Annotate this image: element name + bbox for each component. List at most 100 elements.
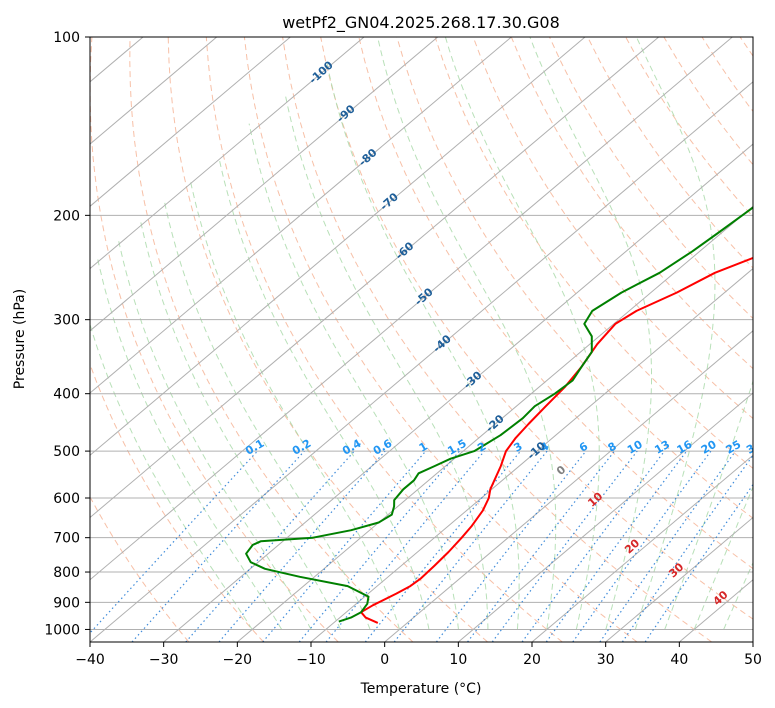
isotherm-label: -100 <box>307 58 336 86</box>
mixing-ratio-line <box>90 450 258 634</box>
mixing-ratio-label: 1 <box>417 440 430 455</box>
dewpoint-line <box>245 206 753 623</box>
isotherm-line <box>752 641 753 642</box>
moist-adiabat <box>377 37 557 630</box>
moist-adiabat <box>664 379 753 630</box>
mixing-ratio-line <box>545 450 688 642</box>
mixing-ratio-label: 3 <box>512 440 525 455</box>
moist-adiabat <box>248 123 459 630</box>
moist-adiabat <box>326 61 520 630</box>
mixing-ratio-line <box>644 483 753 642</box>
isotherm-line <box>458 392 753 642</box>
x-tick-label: 0 <box>380 652 389 668</box>
isotherm-line <box>90 37 660 519</box>
dry-adiabat <box>739 37 753 57</box>
dry-adiabat <box>434 37 753 469</box>
moist-adiabat <box>284 94 489 630</box>
y-tick-label: 800 <box>53 565 80 581</box>
mixing-ratio-label: 36 <box>765 438 775 457</box>
isotherm-line <box>90 37 586 456</box>
isotherm-line <box>237 205 753 642</box>
dry-adiabat <box>549 37 753 320</box>
y-tick-label: 300 <box>53 313 80 329</box>
mixing-ratio-label: 25 <box>724 438 744 457</box>
mixing-ratio-label: 0.1 <box>243 437 266 458</box>
mixing-ratio-label: 20 <box>699 438 719 457</box>
mixing-ratio-line <box>298 450 460 642</box>
mixing-ratio-line <box>262 450 427 642</box>
isotherm-line <box>90 37 439 332</box>
dry-adiabat <box>510 37 753 370</box>
y-axis-label: Pressure (hPa) <box>12 289 28 389</box>
dry-adiabat <box>320 37 753 620</box>
mixing-ratio-line <box>599 450 737 642</box>
y-tick-label: 200 <box>53 208 80 224</box>
isotherm-line <box>163 143 753 642</box>
isotherm-line <box>90 37 733 581</box>
isotherm-line <box>605 516 753 642</box>
moist-adiabat <box>96 256 283 630</box>
contour-labels: 0.1 0.2 0.4 0.6 1 1.5 2 3 4 6 8 10 13 16 20 25 30 36-100-… <box>243 58 775 608</box>
zero-isotherm-label: 0 <box>554 463 568 478</box>
moist-adiabat <box>189 180 400 630</box>
moist-adiabat <box>723 561 753 630</box>
isotherm-line <box>90 37 512 394</box>
dry-adiabat <box>358 37 753 570</box>
dry-adiabat-label: 40 <box>711 588 731 608</box>
isotherm-line <box>90 81 753 642</box>
y-tick-label: 1000 <box>44 622 80 638</box>
isotherm-line <box>384 330 753 642</box>
mixing-ratio-label: 16 <box>675 438 695 457</box>
isotherm-line <box>310 267 753 642</box>
chart-title: wetPf2_GN04.2025.268.17.30.G08 <box>282 13 560 33</box>
dry-adiabat <box>205 37 563 642</box>
mixing-ratio-label: 0.4 <box>340 437 364 458</box>
mixing-ratio-line <box>131 450 305 642</box>
moist-adiabat <box>140 221 342 630</box>
mixing-ratio-line <box>621 454 753 642</box>
isotherm-line <box>0 37 69 642</box>
x-axis: −40 −30 −20 −10 0 10 20 30 40 50 <box>75 642 762 668</box>
y-tick-label: 700 <box>53 531 80 547</box>
dry-adiabat <box>90 37 339 642</box>
mixing-ratio-label: 6 <box>577 440 590 455</box>
x-tick-label: 20 <box>523 652 541 668</box>
dry-adiabat <box>167 37 488 642</box>
dry-adiabat <box>472 37 753 420</box>
dry-adiabat-label: 20 <box>622 536 642 556</box>
mixing-ratio-line <box>491 450 638 642</box>
moist-adiabat-lines <box>90 37 753 630</box>
x-tick-label: −30 <box>149 652 179 668</box>
mixing-ratio-label: 13 <box>652 438 672 457</box>
series-lines <box>245 206 753 624</box>
moist-adiabat <box>693 485 753 630</box>
y-tick-label: 600 <box>53 491 80 507</box>
x-axis-label: Temperature (°C) <box>360 681 482 697</box>
mixing-ratio-label: 0.6 <box>371 437 395 458</box>
isotherm-line <box>90 37 218 145</box>
moist-adiabat <box>164 201 371 630</box>
dry-adiabat <box>282 37 712 642</box>
dry-adiabat <box>396 37 753 519</box>
y-tick-label: 100 <box>53 30 80 46</box>
x-tick-label: −10 <box>296 652 326 668</box>
y-tick-label: 400 <box>53 387 80 403</box>
mixing-ratio-label: 0.2 <box>290 437 313 458</box>
y-tick-label: 900 <box>53 595 80 611</box>
moist-adiabat <box>218 157 430 630</box>
mixing-ratio-label: 10 <box>625 438 645 457</box>
isotherm-line <box>90 37 365 270</box>
grid-lines <box>0 37 753 642</box>
moist-adiabat <box>117 239 312 630</box>
y-axis: 100 200 300 400 500 600 700 800 900 1000 <box>44 30 90 638</box>
isotherm-line <box>531 454 753 642</box>
mixing-ratio-line <box>364 450 521 642</box>
dry-adiabat-label: 10 <box>585 489 605 509</box>
mixing-ratio-label: 2 <box>475 440 488 455</box>
isotherm-line <box>90 37 291 207</box>
mixing-ratio-label: 8 <box>606 440 619 455</box>
temperature-line <box>360 256 753 624</box>
x-tick-label: 30 <box>597 652 615 668</box>
mixing-ratio-label: 30 <box>744 438 764 457</box>
